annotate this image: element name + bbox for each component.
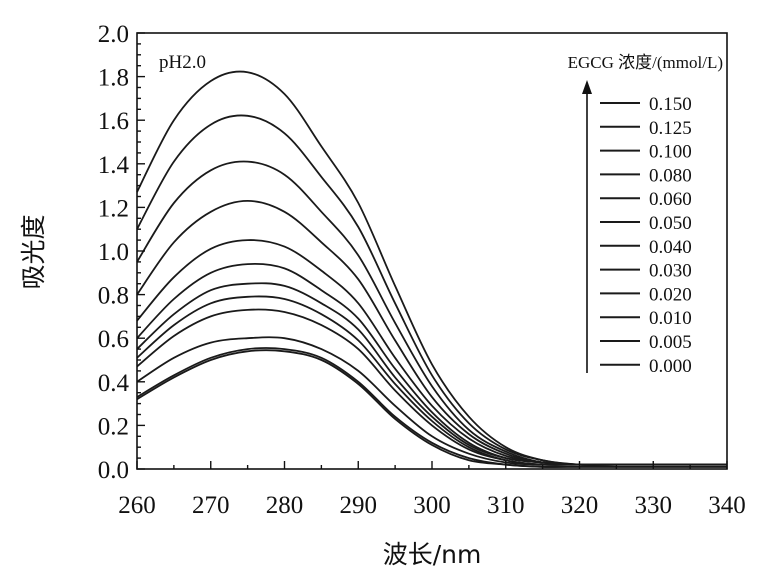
plot-frame [136, 32, 728, 470]
concentration-arrow [582, 80, 592, 373]
x-tick-label: 310 [487, 492, 525, 519]
x-tick-label: 300 [413, 492, 451, 519]
y-tick-label: 0.8 [98, 283, 129, 310]
y-tick-label: 2.0 [98, 21, 129, 48]
y-tick-label: 0.2 [98, 413, 129, 440]
x-tick-label: 320 [561, 492, 599, 519]
legend-label: 0.125 [649, 118, 692, 139]
legend-label: 0.040 [649, 237, 692, 258]
legend-label: 0.000 [649, 356, 692, 377]
legend-label: 0.060 [649, 189, 692, 210]
x-tick-label: 340 [708, 492, 746, 519]
legend-label: 0.020 [649, 284, 692, 305]
legend-label: 0.005 [649, 332, 692, 353]
legend-label: 0.080 [649, 165, 692, 186]
x-axis-ticks [136, 461, 728, 469]
x-axis-title: 波长/nm [383, 540, 482, 569]
y-axis-tick-labels: 0.0 0.2 0.4 0.6 0.8 1.0 1.2 1.4 1.6 1.8 2.0 [98, 21, 130, 484]
x-tick-label: 330 [635, 492, 673, 519]
y-tick-label: 0.6 [98, 326, 129, 353]
legend-label: 0.030 [649, 261, 692, 282]
y-axis-ticks [137, 32, 145, 470]
x-tick-label: 290 [340, 492, 378, 519]
series-line-0.030 [136, 295, 727, 466]
legend-label: 0.100 [649, 142, 692, 163]
spectrum-curves [136, 70, 727, 468]
x-axis-tick-labels: 260 270 280 290 300 310 320 330 340 [118, 492, 746, 519]
legend-title: EGCG 浓度/(mmol/L) [568, 53, 723, 72]
y-tick-label: 1.6 [98, 108, 129, 135]
series-line-0.000 [136, 349, 727, 468]
y-tick-label: 0.0 [98, 457, 129, 484]
legend-label: 0.150 [649, 94, 692, 115]
series-line-0.010 [136, 336, 727, 466]
ph-annotation: pH2.0 [159, 52, 206, 73]
y-tick-label: 0.4 [98, 370, 130, 397]
y-axis-title: 吸光度 [19, 214, 48, 289]
y-tick-label: 1.4 [98, 152, 130, 179]
legend-label: 0.010 [649, 308, 692, 329]
y-tick-label: 1.0 [98, 239, 129, 266]
x-tick-label: 260 [118, 492, 156, 519]
legend-label: 0.050 [649, 213, 692, 234]
x-tick-label: 270 [192, 492, 230, 519]
x-tick-label: 280 [266, 492, 304, 519]
y-tick-label: 1.2 [98, 195, 129, 222]
y-tick-label: 1.8 [98, 65, 129, 92]
